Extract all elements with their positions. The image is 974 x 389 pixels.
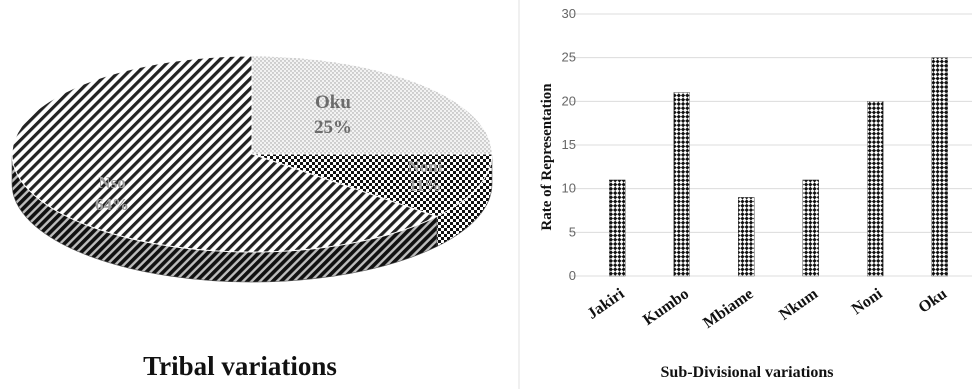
bar-y-tick-label: 5 (569, 224, 576, 239)
bar-x-axis-label: Sub-Divisional variations (661, 364, 834, 381)
pie-slice-noni (251, 153, 493, 218)
bar-nkum (802, 179, 819, 277)
bar-y-tick-label: 10 (562, 181, 576, 196)
bar-chart: 0 5 10 15 20 25 30 Jakiri Kumbo Mbiame Nkum Noni Ok… (562, 6, 972, 332)
pie-chart: Oku 25% Nso 64% Noni 11% (11, 55, 493, 283)
pie-chart-title: Tribal variations (143, 351, 337, 381)
bar-mbiame (738, 197, 755, 277)
bar-x-tick-label: Kumbo (640, 285, 692, 329)
pie-value-noni: 11% (408, 176, 441, 195)
bar-jakiri (609, 179, 626, 277)
pie-label-nso: Nso (98, 173, 125, 192)
bar-y-tick-label: 30 (562, 6, 576, 21)
bar-y-tick-label: 15 (562, 137, 576, 152)
bar-x-tick-label: Jakiri (584, 285, 628, 323)
bar-x-tick-label: Oku (916, 285, 951, 316)
bar-noni (867, 101, 884, 277)
bar-y-axis-label: Rate of Representation (539, 83, 555, 231)
bar-y-tick-label: 0 (569, 268, 576, 283)
bar-kumbo (673, 92, 690, 277)
bar-x-tick-label: Nkum (776, 285, 821, 324)
pie-label-noni: Noni (408, 157, 443, 176)
bar-y-tick-label: 25 (562, 50, 576, 65)
bar-x-tick-label: Mbiame (700, 285, 756, 332)
pie-value-nso: 64% (95, 195, 129, 214)
pie-value-oku: 25% (314, 117, 352, 138)
pie-slice-nso (11, 55, 439, 253)
pie-slice-oku (251, 55, 493, 155)
bar-x-tick-label: Noni (849, 285, 886, 318)
bar-y-tick-label: 20 (562, 93, 576, 108)
bar-oku (931, 57, 948, 277)
pie-label-oku: Oku (315, 92, 351, 113)
